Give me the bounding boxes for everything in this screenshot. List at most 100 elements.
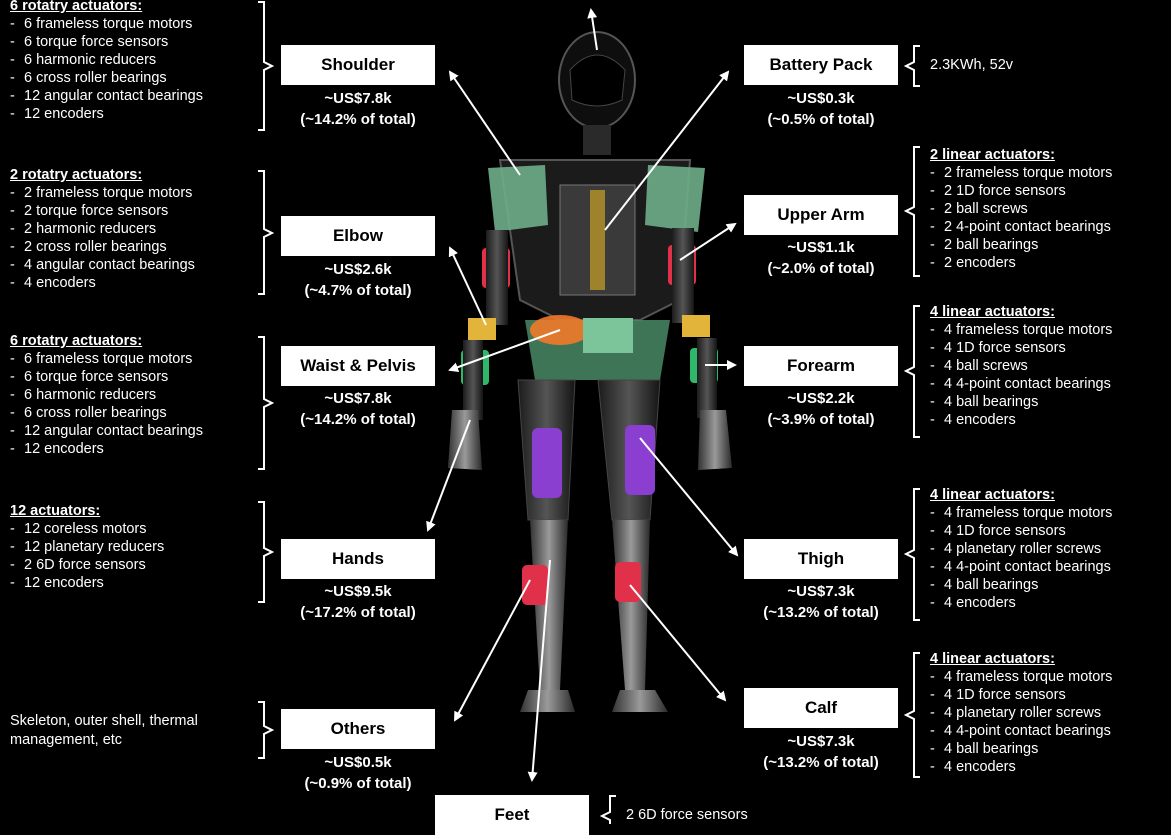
elbow-spec-item: 4 angular contact bearings <box>10 256 195 274</box>
hands-spec-header: 12 actuators: <box>10 503 101 519</box>
waist-spec-item: 12 angular contact bearings <box>10 422 203 440</box>
arrow-others <box>454 579 531 722</box>
battery-brace <box>904 45 920 87</box>
waist-spec-item: 6 cross roller bearings <box>10 404 203 422</box>
forearm-spec-item: 4 ball screws <box>930 357 1112 375</box>
hands-brace <box>258 501 274 603</box>
forearm-spec-item: 4 ball bearings <box>930 393 1112 411</box>
arrow-thigh <box>639 437 739 557</box>
calf-label-box: Calf <box>744 688 898 728</box>
waist-spec-item: 6 harmonic reducers <box>10 386 203 404</box>
elbow-cost: ~US$2.6k (~4.7% of total) <box>304 261 412 299</box>
thigh-spec-item: 4 encoders <box>930 594 1112 612</box>
shoulder-spec-item: 6 harmonic reducers <box>10 51 203 69</box>
arrow-upperarm <box>679 222 737 261</box>
calf-spec-item: 4 1D force sensors <box>930 686 1112 704</box>
thigh-cost: ~US$7.3k (~13.2% of total) <box>763 583 879 621</box>
waist-brace <box>258 336 274 470</box>
forearm-cost: ~US$2.2k (~3.9% of total) <box>767 390 875 428</box>
thigh-spec-list: 4 linear actuators: 4 frameless torque m… <box>930 486 1112 612</box>
upperarm-spec-item: 2 4-point contact bearings <box>930 218 1112 236</box>
upperarm-label-box: Upper Arm <box>744 195 898 235</box>
forearm-spec-list: 4 linear actuators: 4 frameless torque m… <box>930 303 1112 429</box>
waist-spec-header: 6 rotatry actuators: <box>10 333 143 349</box>
thigh-spec-item: 4 ball bearings <box>930 576 1112 594</box>
battery-cost: ~US$0.3k (~0.5% of total) <box>767 90 875 128</box>
feet-label-box: Feet <box>435 795 589 835</box>
thigh-spec-item: 4 1D force sensors <box>930 522 1112 540</box>
calf-spec-item: 4 frameless torque motors <box>930 668 1112 686</box>
calf-spec-item: 4 4-point contact bearings <box>930 722 1112 740</box>
forearm-label-box: Forearm <box>744 346 898 386</box>
thigh-spec-header: 4 linear actuators: <box>930 487 1055 503</box>
forearm-spec-item: 4 encoders <box>930 411 1112 429</box>
calf-spec-item: 4 planetary roller screws <box>930 704 1112 722</box>
elbow-label-box: Elbow <box>281 216 435 256</box>
hands-label-box: Hands <box>281 539 435 579</box>
calf-spec-item: 4 encoders <box>930 758 1112 776</box>
upperarm-spec-list: 2 linear actuators: 2 frameless torque m… <box>930 146 1112 272</box>
calf-spec-list: 4 linear actuators: 4 frameless torque m… <box>930 650 1112 776</box>
hands-spec-item: 12 planetary reducers <box>10 538 164 556</box>
elbow-spec-item: 2 cross roller bearings <box>10 238 195 256</box>
thigh-spec-item: 4 4-point contact bearings <box>930 558 1112 576</box>
feet-brace <box>600 795 616 824</box>
arrow-waist <box>448 329 561 372</box>
others-description: Skeleton, outer shell, thermal managemen… <box>10 713 198 748</box>
shoulder-spec-item: 6 cross roller bearings <box>10 69 203 87</box>
feet-spec: 2 6D force sensors <box>626 807 748 823</box>
hands-spec-list: 12 actuators: 12 coreless motors 12 plan… <box>10 502 164 592</box>
hands-cost: ~US$9.5k (~17.2% of total) <box>300 583 416 621</box>
elbow-spec-list: 2 rotatry actuators: 2 frameless torque … <box>10 166 195 292</box>
waist-spec-item: 6 frameless torque motors <box>10 350 203 368</box>
arrow-shoulder <box>448 70 521 176</box>
hands-spec-item: 2 6D force sensors <box>10 556 164 574</box>
shoulder-spec-item: 6 torque force sensors <box>10 33 203 51</box>
waist-cost: ~US$7.8k (~14.2% of total) <box>300 390 416 428</box>
calf-spec-header: 4 linear actuators: <box>930 651 1055 667</box>
hands-spec-item: 12 coreless motors <box>10 520 164 538</box>
forearm-spec-item: 4 1D force sensors <box>930 339 1112 357</box>
battery-spec: 2.3KWh, 52v <box>930 57 1014 73</box>
forearm-brace <box>904 305 920 438</box>
upperarm-spec-item: 2 1D force sensors <box>930 182 1112 200</box>
thigh-label-box: Thigh <box>744 539 898 579</box>
forearm-spec-item: 4 frameless torque motors <box>930 321 1112 339</box>
upperarm-spec-item: 2 ball screws <box>930 200 1112 218</box>
hands-spec-item: 12 encoders <box>10 574 164 592</box>
upperarm-spec-item: 2 encoders <box>930 254 1112 272</box>
elbow-spec-item: 2 torque force sensors <box>10 202 195 220</box>
arrow-battery <box>604 70 730 231</box>
thigh-brace <box>904 488 920 621</box>
upperarm-brace <box>904 146 920 277</box>
battery-label-box: Battery Pack <box>744 45 898 85</box>
arrow-feet <box>527 559 551 782</box>
upperarm-spec-item: 2 ball bearings <box>930 236 1112 254</box>
shoulder-brace <box>258 1 274 131</box>
others-label-box: Others <box>281 709 435 749</box>
others-brace <box>258 701 274 759</box>
arrow-elbow <box>448 246 487 326</box>
shoulder-spec-item: 6 frameless torque motors <box>10 15 203 33</box>
calf-spec-item: 4 ball bearings <box>930 740 1112 758</box>
shoulder-cost: ~US$7.8k (~14.2% of total) <box>300 90 416 128</box>
others-cost: ~US$0.5k (~0.9% of total) <box>304 754 412 792</box>
shoulder-label-box: Shoulder <box>281 45 435 85</box>
thigh-spec-item: 4 frameless torque motors <box>930 504 1112 522</box>
waist-spec-list: 6 rotatry actuators: 6 frameless torque … <box>10 332 203 458</box>
waist-label-box: Waist & Pelvis <box>281 346 435 386</box>
forearm-spec-item: 4 4-point contact bearings <box>930 375 1112 393</box>
arrow-head-top <box>587 8 598 51</box>
upperarm-spec-header: 2 linear actuators: <box>930 147 1055 163</box>
arrow-hands <box>426 419 471 532</box>
waist-spec-item: 6 torque force sensors <box>10 368 203 386</box>
calf-brace <box>904 652 920 778</box>
elbow-brace <box>258 170 274 295</box>
thigh-spec-item: 4 planetary roller screws <box>930 540 1112 558</box>
arrow-calf <box>629 584 727 702</box>
upperarm-cost: ~US$1.1k (~2.0% of total) <box>767 239 875 277</box>
shoulder-spec-item: 12 angular contact bearings <box>10 87 203 105</box>
shoulder-spec-header: 6 rotatry actuators: <box>10 0 143 14</box>
